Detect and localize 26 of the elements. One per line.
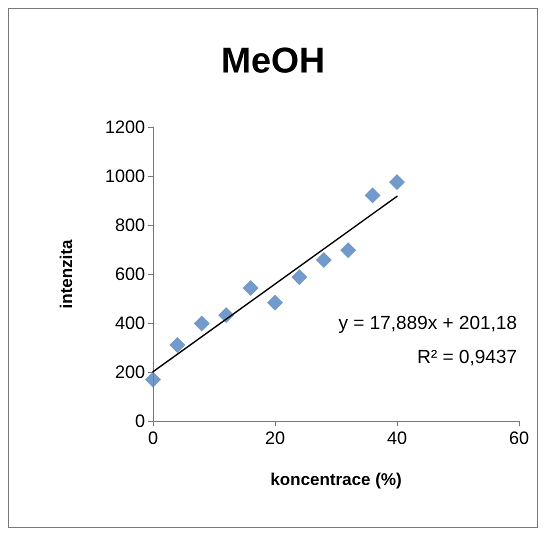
x-axis-title: koncentrace (%) bbox=[270, 470, 402, 489]
annotation: y = 17,889x + 201,18 bbox=[338, 313, 517, 334]
point bbox=[291, 269, 308, 286]
point bbox=[340, 242, 356, 258]
x-tick-label: 0 bbox=[148, 428, 158, 448]
y-tick-label: 600 bbox=[114, 264, 145, 284]
y-axis-title: intenzita bbox=[57, 238, 76, 308]
point bbox=[364, 187, 381, 204]
y-tick-label: 200 bbox=[114, 362, 145, 382]
annotation: R² = 0,9437 bbox=[417, 347, 517, 368]
x-tick-label: 40 bbox=[386, 428, 408, 448]
point bbox=[267, 294, 283, 311]
y-tick-label: 400 bbox=[114, 313, 145, 333]
chart-title: MeOH bbox=[220, 40, 326, 80]
point bbox=[316, 252, 332, 268]
y-tick-label: 0 bbox=[134, 411, 145, 431]
y-tick-label: 1000 bbox=[104, 166, 145, 186]
x-tick-label: 20 bbox=[264, 428, 286, 448]
x-tick-label: 60 bbox=[508, 428, 530, 448]
y-tick-label: 1200 bbox=[104, 117, 145, 137]
point bbox=[242, 280, 259, 296]
point bbox=[169, 337, 186, 354]
point bbox=[145, 372, 161, 388]
point bbox=[194, 315, 210, 332]
point bbox=[389, 174, 405, 190]
y-tick-label: 800 bbox=[114, 215, 145, 235]
